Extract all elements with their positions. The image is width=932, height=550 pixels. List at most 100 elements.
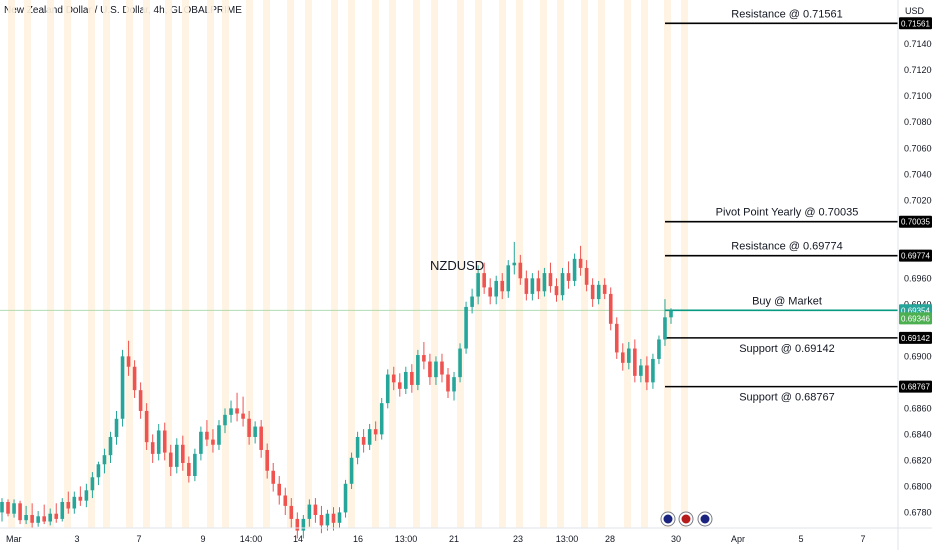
candle-body-107 (645, 365, 649, 383)
candle-98 (590, 278, 595, 307)
candle-80 (482, 262, 486, 294)
chart-header-title: New Zealand Dollar / U.S. Dollar, 4h, GL… (4, 5, 242, 16)
session-band-29 (598, 0, 605, 528)
candle-body-49 (295, 518, 300, 531)
price-tag-label-5: 0.68767 (901, 383, 930, 392)
candle-body-71 (428, 361, 432, 378)
session-band-24 (499, 0, 506, 528)
session-band-28 (581, 0, 588, 528)
symbol-label: NZDUSD (430, 258, 484, 273)
candle-54 (325, 509, 330, 531)
candle-95 (572, 253, 577, 287)
candle-18 (108, 431, 113, 463)
candle-body-24 (144, 410, 149, 443)
price-tags: 0.71561 0.70035 0.69774 0.69354 0.69142 0.687… (899, 17, 932, 393)
candle-107 (645, 356, 649, 391)
candle-body-63 (379, 403, 384, 435)
candle-body-84 (506, 265, 511, 292)
candle-61 (367, 423, 372, 450)
candle-body-110 (663, 317, 667, 340)
candle-82 (494, 275, 499, 305)
candle-body-65 (391, 374, 396, 383)
candle-19 (114, 410, 119, 445)
candle-body-4 (24, 514, 28, 521)
candle-28 (168, 444, 173, 476)
candle-body-5 (30, 514, 34, 523)
candle-body-12 (72, 496, 77, 509)
price-tag-4 (899, 331, 932, 344)
x-tick-label-5: 14 (293, 534, 303, 544)
candle-body-39 (235, 408, 239, 414)
candle-44 (265, 443, 269, 479)
x-tick-label-8: 21 (449, 534, 459, 544)
candle-body-29 (174, 444, 179, 467)
candle-32 (193, 448, 197, 482)
candle-106 (639, 358, 643, 383)
candle-9 (54, 503, 59, 523)
x-tick-label-10: 13:00 (556, 534, 579, 544)
candle-20 (120, 349, 125, 427)
session-band-8 (165, 0, 172, 528)
candle-37 (223, 408, 227, 434)
session-band-13 (263, 0, 270, 528)
candle-body-98 (590, 284, 595, 300)
candle-body-33 (199, 431, 203, 454)
candle-79 (476, 265, 480, 305)
candle-35 (211, 429, 215, 453)
session-band-33 (681, 0, 688, 528)
candle-body-46 (277, 483, 282, 496)
candle-40 (241, 396, 245, 427)
candle-29 (174, 438, 179, 474)
candle-5 (30, 503, 34, 528)
candle-body-35 (211, 439, 215, 445)
session-band-14 (287, 0, 294, 528)
candle-body-62 (373, 429, 378, 435)
x-tick-label-14: 5 (798, 534, 803, 544)
candle-70 (422, 342, 426, 370)
price-tag-5 (899, 380, 932, 393)
session-band-19 (389, 0, 396, 528)
candle-86 (518, 254, 523, 285)
candle-111 (669, 308, 673, 324)
candle-97 (584, 260, 589, 292)
session-band-23 (475, 0, 482, 528)
candle-body-58 (349, 457, 354, 484)
candle-body-91 (548, 273, 553, 287)
candle-27 (162, 422, 167, 461)
candle-body-108 (651, 358, 655, 383)
candle-body-44 (265, 449, 269, 471)
session-band-32 (664, 0, 671, 528)
candle-body-100 (602, 284, 607, 294)
session-band-27 (557, 0, 564, 528)
level-label-5: Support @ 0.68767 (739, 392, 835, 404)
candle-body-56 (337, 512, 342, 523)
session-band-5 (103, 0, 110, 528)
x-tick-label-13: Apr (731, 534, 745, 544)
candle-body-9 (54, 513, 59, 519)
candle-46 (277, 475, 282, 505)
candle-78 (470, 288, 474, 314)
candle-body-14 (84, 490, 89, 501)
price-tag-label-4: 0.69142 (901, 334, 930, 343)
candle-91 (548, 262, 553, 293)
candle-12 (72, 491, 77, 514)
candle-body-32 (193, 453, 197, 476)
session-band-10 (207, 0, 214, 528)
candle-body-30 (181, 444, 185, 463)
candle-body-53 (319, 514, 324, 526)
session-bands (8, 0, 688, 528)
candle-body-88 (530, 278, 535, 294)
candle-36 (217, 420, 221, 450)
candle-body-96 (578, 258, 583, 268)
candle-102 (614, 317, 619, 359)
candle-105 (633, 339, 637, 383)
session-band-21 (431, 0, 438, 528)
candle-body-78 (470, 296, 474, 307)
candle-83 (500, 273, 505, 300)
candle-body-40 (241, 413, 245, 419)
